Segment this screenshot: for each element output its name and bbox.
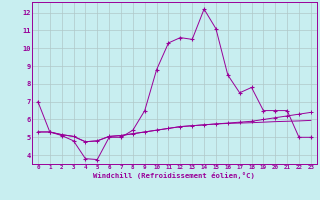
X-axis label: Windchill (Refroidissement éolien,°C): Windchill (Refroidissement éolien,°C) — [93, 172, 255, 179]
